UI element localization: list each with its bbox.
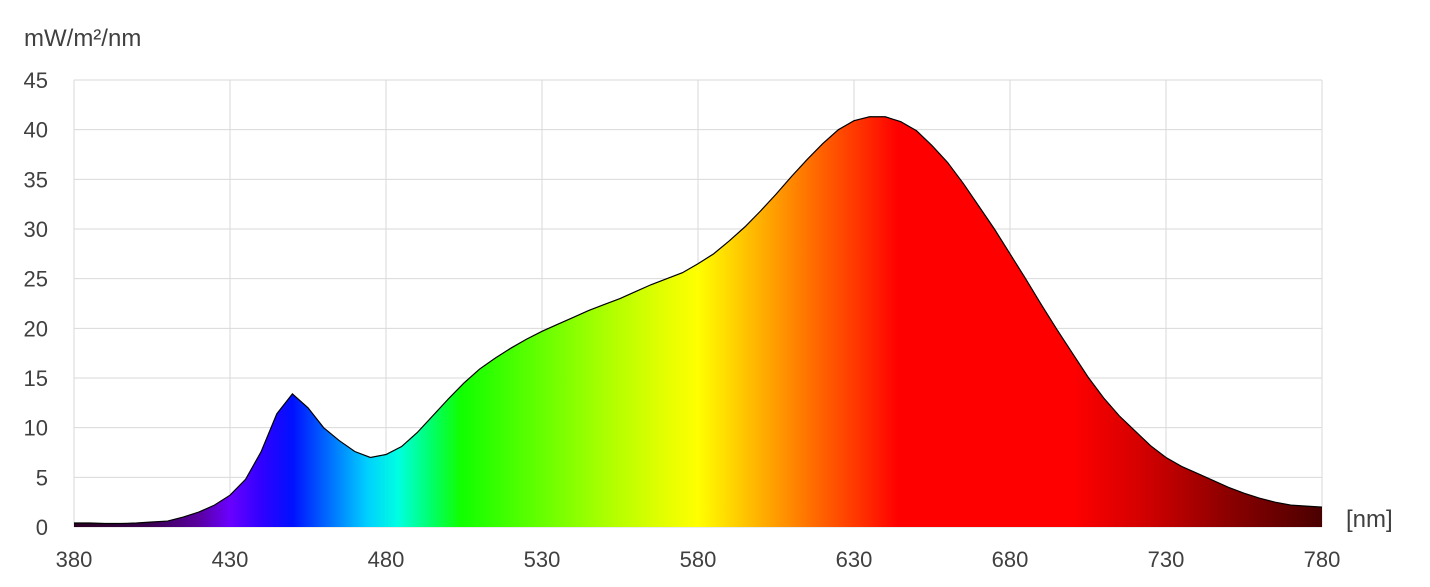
x-axis-ticks: 380 430 480 530 580 630 680 730 780 (56, 547, 1341, 572)
x-tick-label: 580 (680, 547, 717, 572)
x-tick-label: 780 (1304, 547, 1341, 572)
y-axis-title: mW/m²/nm (24, 25, 141, 52)
x-tick-label: 380 (56, 547, 93, 572)
y-tick-label: 10 (24, 416, 48, 441)
y-axis-ticks: 0 5 10 15 20 25 30 35 40 45 (24, 68, 48, 540)
y-tick-label: 15 (24, 366, 48, 391)
x-tick-label: 630 (836, 547, 873, 572)
y-tick-label: 45 (24, 68, 48, 93)
y-tick-label: 0 (36, 515, 48, 540)
spectrum-line (74, 116, 1323, 525)
x-tick-label: 680 (992, 547, 1029, 572)
x-tick-label: 480 (368, 547, 405, 572)
y-tick-label: 20 (24, 316, 48, 341)
y-tick-label: 5 (36, 465, 48, 490)
x-tick-label: 530 (524, 547, 561, 572)
x-axis-title: [nm] (1346, 506, 1393, 533)
y-tick-label: 25 (24, 267, 48, 292)
y-tick-label: 35 (24, 167, 48, 192)
y-tick-label: 40 (24, 118, 48, 143)
spectrum-fill (74, 116, 1322, 527)
y-tick-label: 30 (24, 217, 48, 242)
x-tick-label: 730 (1148, 547, 1185, 572)
x-tick-label: 430 (212, 547, 249, 572)
spectrum-area (74, 116, 1323, 527)
